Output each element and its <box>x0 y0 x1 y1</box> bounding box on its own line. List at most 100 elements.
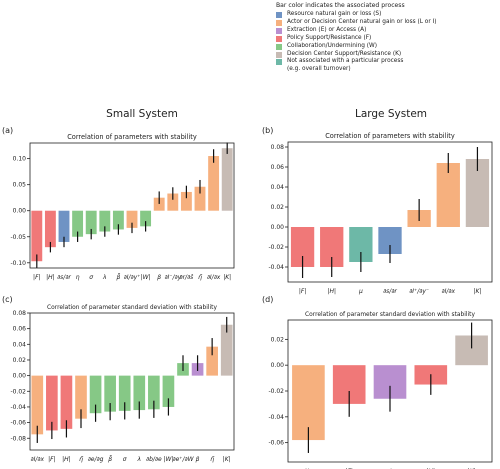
bar <box>320 227 344 267</box>
y-tick-label: -0.10 <box>10 260 26 267</box>
y-tick-label: -0.02 <box>10 388 26 395</box>
y-tick-label: -0.04 <box>10 404 26 411</box>
y-tick-label: 0.10 <box>13 156 27 163</box>
bar <box>31 375 44 435</box>
bar <box>194 186 206 211</box>
bar <box>72 210 84 237</box>
bar <box>31 210 43 262</box>
x-tick-label: |H| <box>46 274 55 281</box>
x-tick-label: μ <box>358 288 363 295</box>
x-tick-label: λ <box>137 456 142 463</box>
y-tick-label: -0.02 <box>268 244 284 251</box>
plot-frame <box>287 141 493 283</box>
bar <box>148 375 160 410</box>
x-tick-label: β <box>196 456 200 463</box>
legend-note: (e.g. overall turnover) <box>287 66 351 73</box>
x-tick-label: |H| <box>62 456 71 463</box>
x-tick-label: ∂I/∂y⁺ <box>124 274 141 281</box>
bar <box>180 191 192 211</box>
bar <box>167 193 179 211</box>
legend-swatch-decision-center <box>276 51 282 58</box>
plot-frame <box>29 142 235 269</box>
legend-label-resource: Resource natural gain or loss (S) <box>287 11 382 17</box>
bar <box>44 210 56 248</box>
y-tick-label: 0.04 <box>13 341 27 348</box>
bar <box>206 346 218 376</box>
bar <box>118 375 131 411</box>
x-tick-label: ∂r/∂ŝ <box>179 274 193 281</box>
x-tick-label: ∂b/∂e <box>146 456 162 463</box>
x-tick-label: η̃ <box>198 274 203 281</box>
bar <box>104 375 116 412</box>
chart-panel-4: (d) Correlation of parameter standard dev… <box>262 295 493 469</box>
legend-swatch-extraction <box>276 27 282 34</box>
y-tick-label: 0.06 <box>271 164 285 171</box>
legend-swatch-resource <box>276 12 282 18</box>
x-tick-label: σ <box>123 456 127 463</box>
legend-item-actor: Actor or Decision Center natural gain or… <box>276 19 498 27</box>
y-tick-label: 0.05 <box>13 182 27 189</box>
x-tick-label: ∂I/∂x <box>207 274 221 281</box>
legend-label-collaboration: Collaboration/Undermining (W) <box>287 42 378 49</box>
chart-panel-3: (c) Correlation of parameter standard dev… <box>2 295 235 463</box>
y-tick-label: 0.00 <box>271 362 285 369</box>
x-tick-label: ∂I⁺/∂y⁻ <box>409 288 429 295</box>
bar <box>436 163 460 227</box>
legend-item-collaboration: Collaboration/Undermining (W) <box>276 43 498 51</box>
y-tick-label: 0.02 <box>13 357 27 364</box>
bar <box>153 197 165 211</box>
panel-label: (c) <box>2 295 13 304</box>
x-tick-label: β̃ <box>116 274 120 281</box>
y-tick-label: 0.08 <box>271 144 285 151</box>
legend-swatch-policy <box>276 35 282 42</box>
y-tick-label: -0.05 <box>10 234 26 241</box>
legend-item-policy: Policy Support/Resistance (F) <box>276 35 498 43</box>
x-tick-label: |K| <box>473 288 481 295</box>
legend: Bar color indicates the associated proce… <box>276 2 498 106</box>
y-tick-label: 0.06 <box>13 326 27 333</box>
bar <box>162 375 175 407</box>
y-tick-label: -0.06 <box>268 440 284 447</box>
legend-label-policy: Policy Support/Resistance (F) <box>287 34 372 41</box>
y-tick-label: -0.06 <box>10 420 26 427</box>
bar <box>140 210 152 227</box>
plot-frame <box>29 312 235 451</box>
x-tick-label: η̃ <box>210 456 215 463</box>
y-tick-label: 0.00 <box>271 224 285 231</box>
bar <box>99 210 111 232</box>
bar <box>60 375 73 429</box>
bar <box>349 227 373 262</box>
legend-swatch-actor <box>276 19 282 26</box>
x-tick-label: |H| <box>327 288 336 295</box>
x-tick-label: η <box>76 274 80 281</box>
bar <box>221 148 233 211</box>
legend-swatch-collaboration <box>276 43 282 50</box>
x-tick-label: ∂s/∂r <box>383 288 397 295</box>
bar <box>208 156 220 211</box>
panel-label: (a) <box>2 126 13 135</box>
x-tick-label: ∂I/∂x <box>31 456 45 463</box>
bar <box>133 375 146 411</box>
legend-label-decision-center: Decision Center Support/Resistance (K) <box>287 50 402 57</box>
x-tick-label: |W| <box>141 274 151 281</box>
bar <box>112 210 124 230</box>
legend-swatch-not-associated <box>276 59 282 66</box>
legend-label-extraction: Extraction (E) or Access (A) <box>287 26 367 33</box>
large-system-header: Large System <box>354 108 428 120</box>
small-system-header: Small System <box>106 108 178 120</box>
chart-title: Correlation of parameter standard deviat… <box>47 305 217 311</box>
legend-label-not-associated: Not associated with a particular process <box>287 58 404 65</box>
x-tick-label: ∂e/∂g <box>88 456 104 463</box>
x-tick-label: β̃ <box>108 456 112 463</box>
x-tick-label: |K| <box>223 274 231 281</box>
chart-title: Correlation of parameters with stability <box>325 132 455 140</box>
x-tick-label: ∂e⁺/∂W <box>172 456 194 463</box>
bar <box>126 210 138 228</box>
panel-label: (b) <box>262 126 273 135</box>
legend-item-not-associated: Not associated with a particular process <box>276 58 498 66</box>
panel-label: (d) <box>262 295 273 304</box>
chart-panel-1: (a) Correlation of parameters with stabil… <box>2 126 235 281</box>
y-tick-label: 0.00 <box>13 373 27 380</box>
x-tick-label: |K| <box>223 456 231 463</box>
